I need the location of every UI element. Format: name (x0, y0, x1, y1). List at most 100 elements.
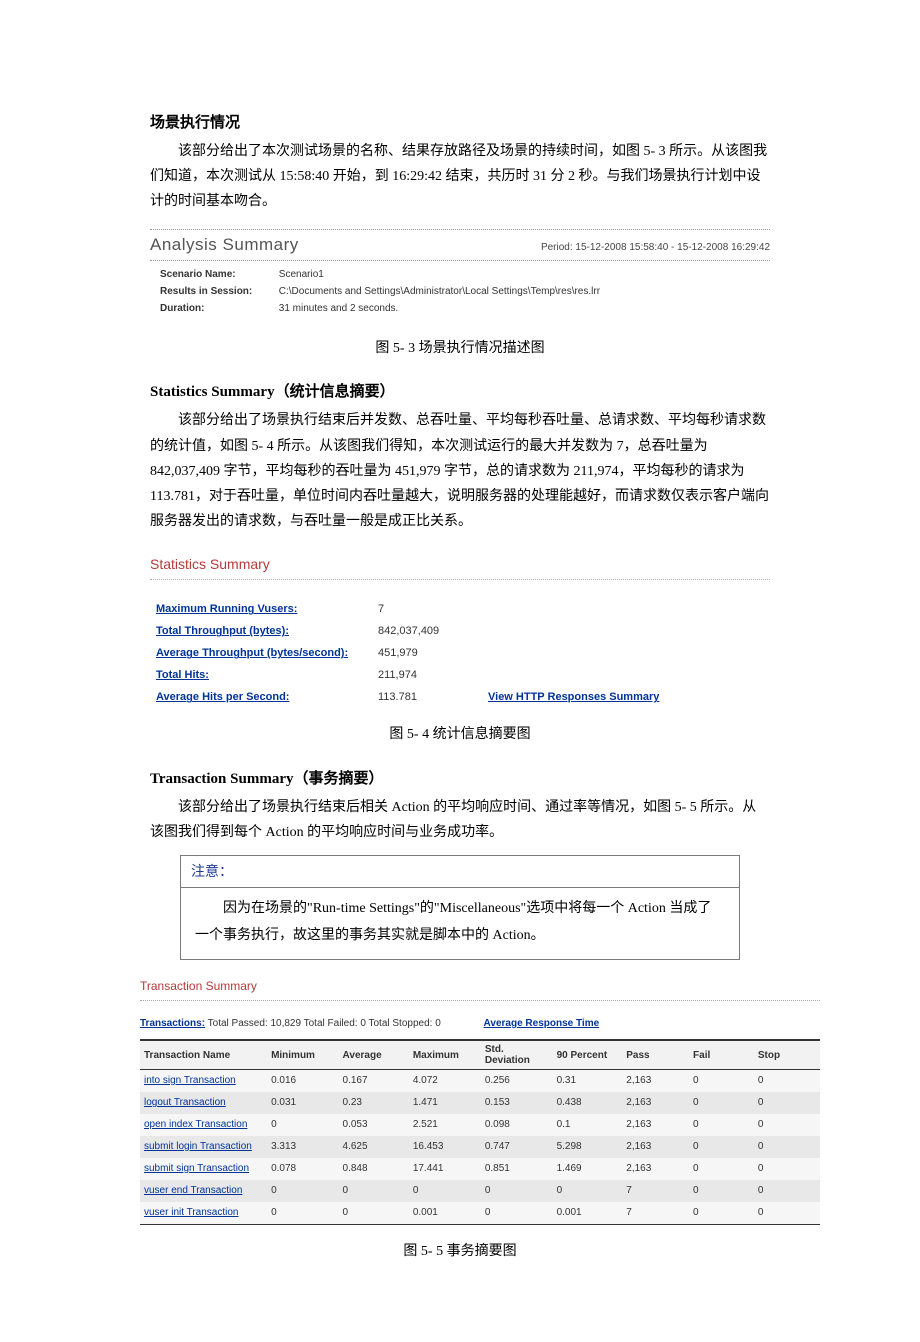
transactions-totals: Total Passed: 10,829 Total Failed: 0 Tot… (205, 1018, 441, 1029)
transaction-value-cell: 0 (754, 1092, 820, 1114)
scene-paragraph: 该部分给出了本次测试场景的名称、结果存放路径及场景的持续时间，如图 5- 3 所… (150, 139, 770, 215)
transaction-column-header: Std.Deviation (481, 1040, 553, 1070)
transaction-value-cell: 0 (267, 1114, 338, 1136)
transaction-value-cell: 0 (267, 1202, 338, 1225)
transaction-name-cell[interactable]: vuser end Transaction (140, 1180, 267, 1202)
transaction-value-cell: 0 (689, 1114, 754, 1136)
table-row: into sign Transaction0.0160.1674.0720.25… (140, 1070, 820, 1093)
statistics-row: Total Hits:211,974 (156, 664, 770, 686)
table-row: submit sign Transaction0.0780.84817.4410… (140, 1158, 820, 1180)
transactions-link[interactable]: Transactions: (140, 1018, 205, 1029)
transaction-value-cell: 2,163 (622, 1114, 689, 1136)
transaction-value-cell: 0.153 (481, 1092, 553, 1114)
transaction-value-cell: 0 (481, 1202, 553, 1225)
transaction-value-cell: 1.469 (553, 1158, 623, 1180)
table-row: vuser end Transaction00000700 (140, 1180, 820, 1202)
statistics-value: 451,979 (378, 642, 478, 664)
transaction-value-cell: 0.1 (553, 1114, 623, 1136)
transaction-value-cell: 7 (622, 1202, 689, 1225)
transaction-meta-line: Transactions: Total Passed: 10,829 Total… (140, 1015, 820, 1033)
transaction-column-header: Average (339, 1040, 409, 1070)
figure-5-5-caption: 图 5- 5 事务摘要图 (150, 1239, 770, 1264)
scene-heading: 场景执行情况 (150, 110, 770, 137)
analysis-summary-panel: Analysis Summary Period: 15-12-2008 15:5… (150, 229, 770, 323)
statistics-heading: Statistics Summary（统计信息摘要） (150, 379, 770, 406)
transaction-panel-title: Transaction Summary (140, 976, 820, 1001)
statistics-value: 113.781 (378, 686, 478, 708)
statistics-label[interactable]: Average Hits per Second: (156, 686, 378, 708)
transaction-column-header: 90 Percent (553, 1040, 623, 1070)
results-in-session-row: Results in Session: C:\Documents and Set… (160, 284, 760, 300)
note-box: 注意： 因为在场景的"Run-time Settings"的"Miscellan… (180, 855, 740, 960)
statistics-label[interactable]: Total Hits: (156, 664, 378, 686)
transaction-value-cell: 5.298 (553, 1136, 623, 1158)
transaction-value-cell: 0 (754, 1180, 820, 1202)
transaction-table: Transaction NameMinimumAverageMaximumStd… (140, 1039, 820, 1225)
table-row: open index Transaction00.0532.5210.0980.… (140, 1114, 820, 1136)
average-response-time-link[interactable]: Average Response Time (484, 1018, 600, 1029)
analysis-header: Analysis Summary Period: 15-12-2008 15:5… (150, 229, 770, 262)
duration-value: 31 minutes and 2 seconds. (279, 303, 399, 314)
transaction-value-cell: 2,163 (622, 1136, 689, 1158)
view-http-responses-link[interactable]: View HTTP Responses Summary (488, 691, 659, 703)
transaction-value-cell: 4.072 (409, 1070, 481, 1093)
transaction-value-cell: 0.001 (553, 1202, 623, 1225)
scenario-name-value: Scenario1 (279, 269, 324, 280)
transaction-column-header: Pass (622, 1040, 689, 1070)
transaction-name-cell[interactable]: open index Transaction (140, 1114, 267, 1136)
transaction-column-header: Fail (689, 1040, 754, 1070)
transaction-name-cell[interactable]: into sign Transaction (140, 1070, 267, 1093)
transaction-value-cell: 0.031 (267, 1092, 338, 1114)
transaction-value-cell: 0.001 (409, 1202, 481, 1225)
transaction-value-cell: 17.441 (409, 1158, 481, 1180)
scenario-name-row: Scenario Name: Scenario1 (160, 267, 760, 283)
statistics-table: Maximum Running Vusers:7Total Throughput… (156, 598, 770, 708)
duration-label: Duration: (160, 301, 276, 317)
transaction-value-cell: 0 (754, 1070, 820, 1093)
results-label: Results in Session: (160, 284, 276, 300)
statistics-row: Maximum Running Vusers:7 (156, 598, 770, 620)
statistics-label[interactable]: Average Throughput (bytes/second): (156, 642, 378, 664)
figure-5-3-caption: 图 5- 3 场景执行情况描述图 (150, 336, 770, 361)
transaction-value-cell: 0 (339, 1180, 409, 1202)
transaction-value-cell: 0.747 (481, 1136, 553, 1158)
transaction-value-cell: 0 (754, 1136, 820, 1158)
transaction-heading: Transaction Summary（事务摘要） (150, 766, 770, 793)
transaction-value-cell: 0 (689, 1180, 754, 1202)
transaction-paragraph: 该部分给出了场景执行结束后相关 Action 的平均响应时间、通过率等情况，如图… (150, 795, 770, 845)
duration-row: Duration: 31 minutes and 2 seconds. (160, 301, 760, 317)
statistics-row: Total Throughput (bytes):842,037,409 (156, 620, 770, 642)
transaction-value-cell: 0 (754, 1202, 820, 1225)
transaction-value-cell: 0.098 (481, 1114, 553, 1136)
transaction-value-cell: 0.053 (339, 1114, 409, 1136)
transaction-value-cell: 4.625 (339, 1136, 409, 1158)
transaction-value-cell: 0.851 (481, 1158, 553, 1180)
transaction-value-cell: 0.31 (553, 1070, 623, 1093)
transaction-column-header: Minimum (267, 1040, 338, 1070)
transaction-value-cell: 0 (553, 1180, 623, 1202)
statistics-value: 211,974 (378, 664, 478, 686)
scenario-name-label: Scenario Name: (160, 267, 276, 283)
transaction-header-row: Transaction NameMinimumAverageMaximumStd… (140, 1040, 820, 1070)
transaction-value-cell: 2,163 (622, 1158, 689, 1180)
transaction-name-cell[interactable]: submit sign Transaction (140, 1158, 267, 1180)
transaction-name-cell[interactable]: vuser init Transaction (140, 1202, 267, 1225)
statistics-value: 7 (378, 598, 478, 620)
statistics-label[interactable]: Total Throughput (bytes): (156, 620, 378, 642)
transaction-value-cell: 0 (689, 1136, 754, 1158)
transaction-name-cell[interactable]: submit login Transaction (140, 1136, 267, 1158)
transaction-name-cell[interactable]: logout Transaction (140, 1092, 267, 1114)
transaction-column-header: Transaction Name (140, 1040, 267, 1070)
statistics-label[interactable]: Maximum Running Vusers: (156, 598, 378, 620)
transaction-value-cell: 0 (689, 1158, 754, 1180)
transaction-value-cell: 0 (689, 1070, 754, 1093)
transaction-value-cell: 0 (689, 1202, 754, 1225)
statistics-row: Average Throughput (bytes/second):451,97… (156, 642, 770, 664)
transaction-summary-panel: Transaction Summary Transactions: Total … (140, 976, 820, 1225)
transaction-value-cell: 0 (689, 1092, 754, 1114)
transaction-value-cell: 16.453 (409, 1136, 481, 1158)
transaction-column-header: Maximum (409, 1040, 481, 1070)
transaction-value-cell: 0.23 (339, 1092, 409, 1114)
note-body: 因为在场景的"Run-time Settings"的"Miscellaneous… (181, 888, 739, 959)
transaction-value-cell: 2,163 (622, 1092, 689, 1114)
